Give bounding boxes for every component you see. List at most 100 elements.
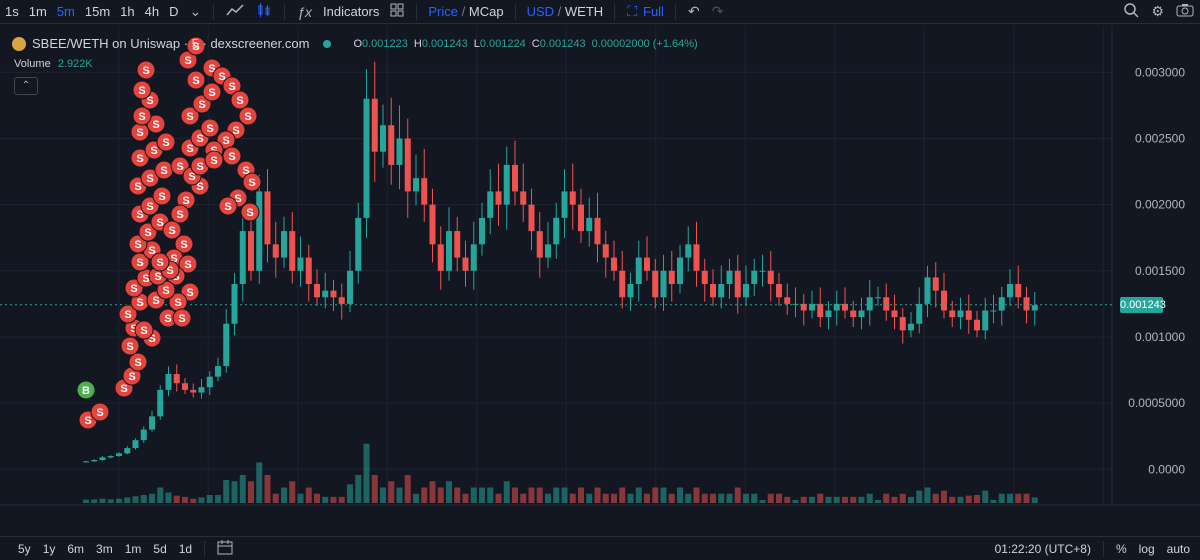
volume-bar <box>479 487 485 503</box>
candle-body <box>743 284 749 298</box>
range-6m[interactable]: 6m <box>67 541 85 556</box>
y-tick-label: 0.001000 <box>1135 330 1185 344</box>
candle-body <box>627 284 634 298</box>
candle-body <box>899 317 906 331</box>
chevron-down-icon[interactable]: ⌄ <box>189 3 202 19</box>
calendar-icon[interactable] <box>211 539 239 558</box>
sell-marker-circle <box>152 186 172 206</box>
candle-body <box>173 374 180 384</box>
sell-marker-label: S <box>158 191 165 203</box>
interval-15m[interactable]: 15m <box>84 4 111 19</box>
sell-marker-label: S <box>244 111 251 123</box>
candle-body <box>347 270 353 304</box>
range-5d[interactable]: 5d <box>153 541 167 556</box>
volume-label: Volume <box>14 58 51 70</box>
sell-marker-label: S <box>174 297 181 309</box>
volume-bar <box>627 493 634 503</box>
price-option[interactable]: Price <box>428 4 459 19</box>
interval-4h[interactable]: 4h <box>144 4 160 19</box>
candle-body <box>784 297 791 304</box>
slash-separator: / <box>461 4 466 19</box>
candle-body <box>751 270 758 285</box>
last-price-badge: 0.001243 <box>1120 297 1166 313</box>
candle-body <box>1015 284 1022 298</box>
volume-bar <box>248 481 254 503</box>
sell-marker-label: S <box>160 165 167 177</box>
redo-icon[interactable]: ↷ <box>711 3 724 19</box>
toolbar-divider <box>614 3 616 20</box>
gear-icon[interactable]: ⚙ <box>1151 3 1164 19</box>
undo-icon[interactable]: ↶ <box>687 3 700 19</box>
sell-marker-label: S <box>228 81 235 93</box>
close-label: C <box>531 37 540 50</box>
sell-marker-label: S <box>196 133 203 145</box>
percent-toggle[interactable]: % <box>1115 541 1127 556</box>
candles-icon[interactable] <box>250 2 278 21</box>
interval-1s[interactable]: 1s <box>5 4 19 19</box>
price-chart[interactable]: 0.003000 0.002500 0.002000 0.001500 0.001000… <box>0 0 1200 512</box>
volume-bar <box>619 487 626 503</box>
sell-marker-circle <box>162 220 182 240</box>
line-chart-icon[interactable] <box>220 3 250 20</box>
sell-marker-label: S <box>248 177 255 189</box>
sell-marker-label: S <box>186 143 193 155</box>
volume-bar <box>932 493 939 503</box>
indicators-button[interactable]: Indicators <box>323 4 380 19</box>
interval-d[interactable]: D <box>169 4 179 19</box>
volume-bar <box>668 493 675 503</box>
mcap-option[interactable]: MCap <box>468 4 504 19</box>
fullscreen-icon[interactable]: ⛶ <box>627 3 637 19</box>
candle-body <box>957 310 964 318</box>
range-1y[interactable]: 1y <box>42 541 56 556</box>
x-tick-label: 20:00 <box>551 511 581 512</box>
candle-body <box>190 389 197 393</box>
candle-body <box>685 244 692 258</box>
axis-settings-gear-icon[interactable]: ⚙ <box>1154 510 1167 512</box>
usd-option[interactable]: USD <box>526 4 555 19</box>
layout-grid-icon[interactable] <box>384 3 410 20</box>
price-mcap-toggle[interactable]: Price / MCap <box>423 4 508 19</box>
candle-body <box>380 125 386 152</box>
volume-bar <box>116 498 122 503</box>
range-1m[interactable]: 1m <box>124 541 142 556</box>
interval-1h[interactable]: 1h <box>120 4 135 19</box>
sell-marker-label: S <box>138 85 145 97</box>
sell-marker-label: S <box>136 127 143 139</box>
sell-marker-circle <box>202 82 222 102</box>
sell-marker-label: S <box>120 383 127 395</box>
function-icon[interactable]: ƒx <box>297 3 313 20</box>
log-toggle[interactable]: log <box>1138 541 1155 556</box>
search-icon[interactable] <box>1117 2 1145 21</box>
collapse-legend-button[interactable]: ⌃ <box>14 77 38 95</box>
volume-bar <box>1031 497 1038 503</box>
x-tick-label: 18:00 <box>372 511 402 512</box>
auto-toggle[interactable]: auto <box>1166 541 1190 556</box>
range-3m[interactable]: 3m <box>96 541 113 556</box>
volume-bar <box>83 499 89 503</box>
y-tick-label: 0.001500 <box>1135 264 1185 278</box>
volume-bar <box>743 493 749 503</box>
sell-marker-label: S <box>156 217 163 229</box>
sell-marker-label: S <box>184 259 191 271</box>
weth-option[interactable]: WETH <box>564 4 604 19</box>
volume-bar <box>792 500 799 503</box>
candle-body <box>454 231 461 258</box>
sell-marker-circle <box>156 132 176 152</box>
camera-icon[interactable] <box>1170 3 1200 20</box>
range-5y[interactable]: 5y <box>18 541 31 556</box>
volume-bar <box>297 493 304 503</box>
currency-toggle[interactable]: USD / WETH <box>522 4 609 19</box>
sell-marker-circle <box>132 106 152 126</box>
candle-body <box>140 429 147 441</box>
volume-bar <box>924 487 931 503</box>
volume-bar <box>355 475 362 503</box>
interval-1m[interactable]: 1m <box>28 4 47 19</box>
range-1d[interactable]: 1d <box>178 541 193 556</box>
full-button[interactable]: Full <box>643 4 664 19</box>
clock-time[interactable]: 01:22:20 (UTC+8) <box>994 541 1091 556</box>
interval-5m[interactable]: 5m <box>56 4 75 19</box>
symbol-title[interactable]: SBEE/WETH on Uniswap · 5 · dexscreener.c… <box>32 36 310 51</box>
volume-bar <box>528 487 535 503</box>
candle-body <box>437 244 444 271</box>
volume-bar <box>421 487 428 503</box>
